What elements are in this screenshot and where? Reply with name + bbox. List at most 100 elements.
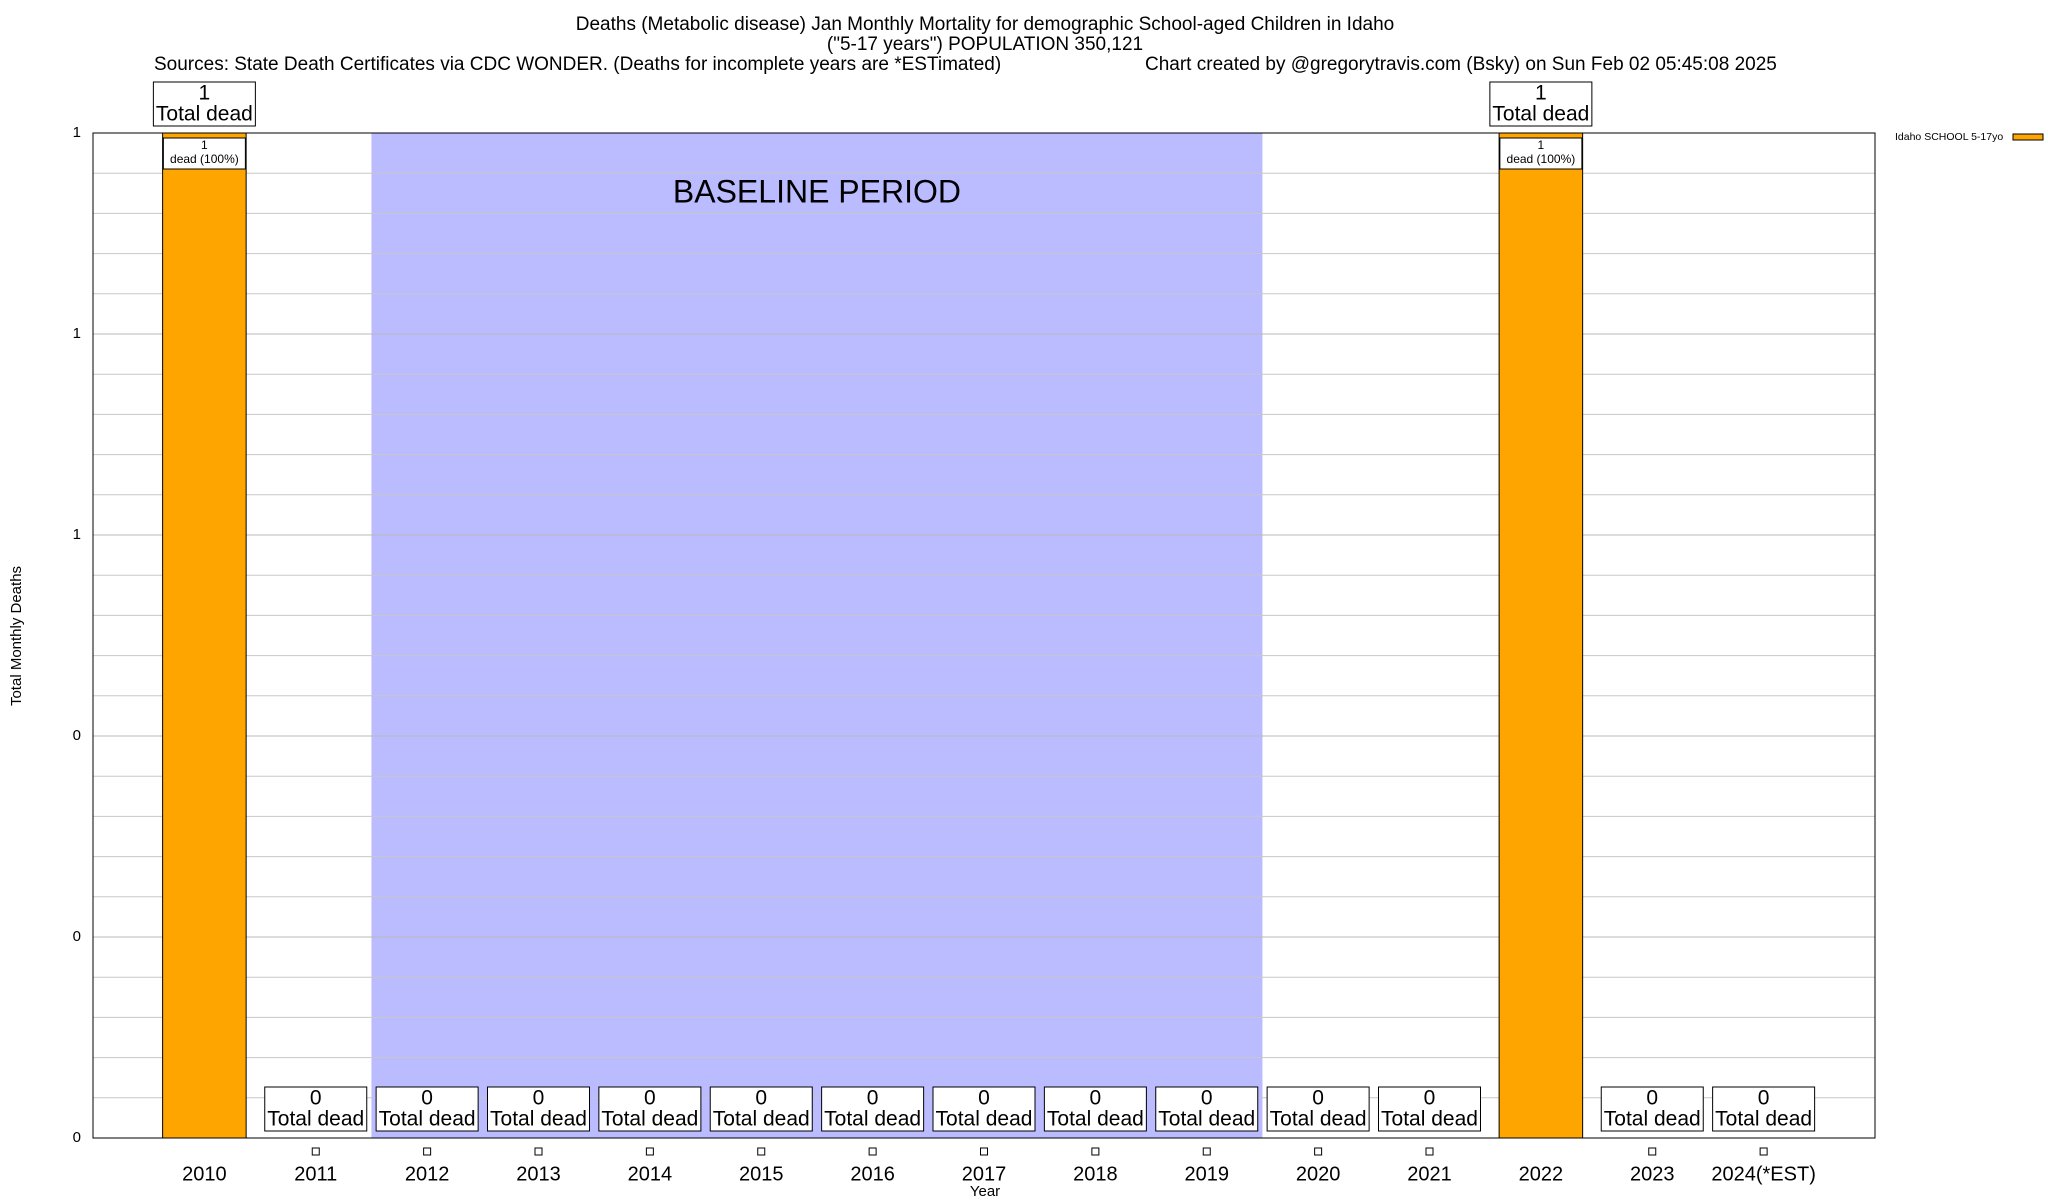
total-label: Total dead [1158, 1108, 1255, 1131]
total-label: Total dead [713, 1108, 810, 1131]
inner-value-label: 1 [1538, 138, 1545, 152]
total-label: Total dead [936, 1108, 1033, 1131]
total-label-box [1043, 1086, 1147, 1132]
legend-swatch [2012, 133, 2044, 141]
bar [1314, 1147, 1323, 1156]
bar [1202, 1147, 1211, 1156]
chart-subtitle: ("5-17 years") POPULATION 350,121 [827, 34, 1143, 55]
total-label-box [1712, 1086, 1816, 1132]
total-label: Total dead [1492, 103, 1589, 126]
y-tick-label: 1 [73, 325, 81, 342]
value-label: 0 [1758, 1087, 1770, 1110]
y-tick-label: 0 [73, 1129, 81, 1146]
inner-value-label: 1 [201, 138, 208, 152]
y-tick-label: 0 [73, 928, 81, 945]
total-label-box [1600, 1086, 1704, 1132]
bar [162, 132, 247, 1139]
x-tick-label: 2013 [516, 1163, 561, 1185]
total-label-box [821, 1086, 925, 1132]
value-label: 0 [867, 1087, 879, 1110]
value-label: 0 [1424, 1087, 1436, 1110]
x-tick-label: 2014 [628, 1163, 673, 1185]
total-label: Total dead [379, 1108, 476, 1131]
x-tick-label: 2012 [405, 1163, 450, 1185]
value-label: 0 [1646, 1087, 1658, 1110]
bar [1759, 1147, 1768, 1156]
total-label: Total dead [601, 1108, 698, 1131]
value-label: 0 [1090, 1087, 1102, 1110]
value-label: 0 [644, 1087, 656, 1110]
value-label: 0 [533, 1087, 545, 1110]
y-tick-label: 1 [73, 124, 81, 141]
sources: Sources: State Death Certificates via CD… [154, 54, 1001, 75]
x-tick-label: 2023 [1630, 1163, 1675, 1185]
total-label: Total dead [1047, 1108, 1144, 1131]
value-label: 0 [1201, 1087, 1213, 1110]
value-label: 0 [978, 1087, 990, 1110]
total-label: Total dead [1715, 1108, 1812, 1131]
value-label: 0 [421, 1087, 433, 1110]
value-label: 1 [1535, 82, 1547, 105]
total-label: Total dead [1381, 1108, 1478, 1131]
x-tick-label: 2016 [850, 1163, 895, 1185]
inner-label-box [162, 137, 246, 170]
total-label: Total dead [1604, 1108, 1701, 1131]
total-label-box [598, 1086, 702, 1132]
total-label-box [487, 1086, 590, 1132]
value-label: 0 [310, 1087, 322, 1110]
x-tick-label: 2024(*EST) [1711, 1163, 1816, 1185]
baseline-label: BASELINE PERIOD [673, 173, 961, 209]
total-label: Total dead [824, 1108, 921, 1131]
total-label-box [709, 1086, 813, 1132]
x-tick-label: 2010 [182, 1163, 227, 1185]
x-tick-label: 2015 [739, 1163, 784, 1185]
x-tick-label: 2011 [294, 1163, 337, 1185]
x-axis-label: Year [970, 1183, 1000, 1200]
total-label: Total dead [267, 1108, 364, 1131]
total-label-box [1266, 1086, 1370, 1132]
bar [868, 1147, 877, 1156]
chart-title: Deaths (Metabolic disease) Jan Monthly M… [576, 14, 1394, 35]
total-label: Total dead [490, 1108, 587, 1131]
total-label-box [1155, 1086, 1259, 1132]
value-label: 0 [1312, 1087, 1324, 1110]
credit: Chart created by @gregorytravis.com (Bsk… [1145, 54, 1777, 75]
bar [980, 1147, 988, 1156]
x-tick-label: 2021 [1407, 1163, 1452, 1185]
total-label-box [264, 1086, 368, 1132]
x-tick-label: 2022 [1519, 1163, 1564, 1185]
total-label-box [152, 81, 256, 127]
inner-label: dead (100%) [1507, 152, 1576, 166]
bar [423, 1147, 432, 1156]
bar [311, 1147, 320, 1156]
x-tick-label: 2018 [1073, 1163, 1118, 1185]
inner-label-box [1499, 137, 1583, 170]
x-tick-label: 2017 [962, 1163, 1007, 1185]
total-label: Total dead [1270, 1108, 1367, 1131]
total-label-box [1489, 81, 1593, 127]
total-label-box [932, 1086, 1036, 1132]
y-tick-label: 0 [73, 727, 81, 744]
baseline-region [371, 133, 1263, 1138]
inner-label: dead (100%) [170, 152, 239, 166]
bar [757, 1147, 766, 1156]
total-label-box [375, 1086, 479, 1132]
bar [645, 1147, 654, 1156]
bar [1091, 1147, 1100, 1156]
value-label: 1 [199, 82, 211, 105]
plot-frame [92, 132, 1876, 1139]
bar [534, 1147, 543, 1156]
total-label: Total dead [156, 103, 253, 126]
y-axis-label: Total Monthly Deaths [8, 566, 25, 706]
bar [1425, 1147, 1434, 1156]
y-tick-label: 1 [73, 526, 81, 543]
bar [1648, 1147, 1657, 1156]
value-label: 0 [755, 1087, 767, 1110]
x-tick-label: 2020 [1296, 1163, 1341, 1185]
bar [1498, 132, 1584, 1139]
total-label-box [1378, 1086, 1481, 1132]
legend-label: Idaho SCHOOL 5-17yo [1895, 131, 2003, 143]
x-tick-label: 2019 [1185, 1163, 1230, 1185]
